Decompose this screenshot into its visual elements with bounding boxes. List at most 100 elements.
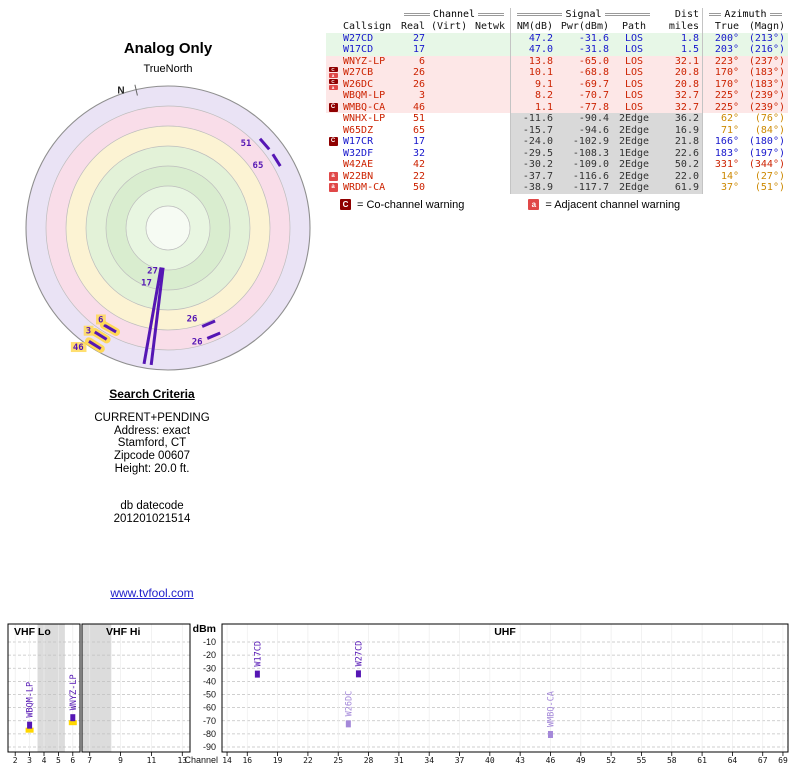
table-row: a WRDM-CA 50 -38.9 -117.7 2Edge 61.9 37° (51°)	[326, 182, 788, 194]
dbm-tick-label: -10	[203, 637, 216, 647]
cell-true: 37°	[702, 182, 742, 194]
tvfool-link[interactable]: www.tvfool.com	[110, 586, 194, 600]
col-header-nm: NM(dB)	[510, 21, 556, 33]
channel-tick-label: 2	[13, 756, 18, 765]
cell-callsign: WBQM-LP	[343, 90, 386, 101]
band-bar	[547, 730, 553, 738]
table-row: C WMBQ-CA 46 1.1 -77.8 LOS 32.7 225° (239°)	[326, 101, 788, 113]
radar-station-tick	[93, 330, 108, 341]
datecode-label: db datecode	[120, 499, 184, 512]
cell-magn: (183°)	[748, 67, 785, 78]
cell-miles: 32.7	[674, 90, 699, 101]
channel-tick-label: 37	[455, 756, 465, 765]
cell-miles: 22.6	[656, 147, 702, 159]
cell-pwr: -102.9	[556, 136, 612, 148]
cell-magn: (51°)	[754, 182, 785, 193]
search-criteria: Search Criteria CURRENT+PENDING Address:…	[57, 388, 247, 525]
channel-tick-label: 52	[606, 756, 616, 765]
channel-tick-label: 3	[27, 756, 32, 765]
cell-callsign: WNHX-LP	[343, 113, 386, 124]
cell-pwr: -116.6	[556, 170, 612, 182]
cell-magn: (213°)	[748, 32, 785, 44]
channel-tick-label: 5	[56, 756, 61, 765]
co-channel-badge-icon: C	[328, 67, 338, 73]
co-channel-legend-text: = Co-channel warning	[357, 198, 465, 211]
cell-pwr: -65.0	[578, 55, 609, 67]
legend: C = Co-channel warning a = Adjacent chan…	[340, 199, 788, 211]
cell-pwr: -117.7	[556, 182, 612, 194]
cell-true: 225°	[702, 101, 742, 113]
cell-pwr: -31.6	[578, 32, 609, 44]
table-group-header-row: Channel Signal Dist Azimuth	[326, 8, 788, 21]
band-bar-label: W26DC	[344, 691, 354, 717]
cell-path: LOS	[624, 90, 644, 101]
adjacent-channel-badge-icon: a	[528, 199, 540, 210]
table-row: W42AE 42 -30.2 -109.0 2Edge 50.2 331° (344°)	[326, 159, 788, 171]
table-row: W17CD 17 47.0 -31.8 LOS 1.5 203° (216°)	[326, 44, 788, 56]
table-row: W27CD 27 47.2 -31.6 LOS 1.8 200° (213°)	[326, 32, 788, 44]
unused-band	[82, 624, 112, 752]
col-header-magn: (Magn)	[748, 21, 785, 32]
channel-tick-label: 16	[242, 756, 252, 765]
cell-nm: -37.7	[510, 170, 556, 182]
col-header-virt: (Virt)	[431, 21, 468, 32]
cell-path: LOS	[624, 44, 644, 55]
col-header-path: Path	[621, 21, 647, 32]
dbm-tick-label: -40	[203, 676, 216, 686]
group-azimuth: Azimuth	[702, 8, 788, 21]
band-bar-label: W27CD	[354, 641, 364, 667]
cell-true: 331°	[702, 159, 742, 171]
group-signal: Signal	[510, 8, 656, 21]
group-dist: Dist	[674, 9, 699, 20]
radar-label-highlight	[96, 314, 106, 325]
cell-true: 71°	[702, 124, 742, 136]
cell-miles: 20.8	[674, 78, 699, 90]
cell-path: 2Edge	[612, 124, 656, 136]
search-criteria-title: Search Criteria	[109, 387, 195, 401]
cell-real: 6	[418, 55, 425, 67]
col-header-true: True	[702, 21, 742, 33]
search-line: Stamford, CT	[117, 437, 187, 450]
dbm-tick-label: -90	[203, 742, 216, 752]
cell-path: LOS	[624, 32, 644, 44]
band-panel-label: VHF Hi	[106, 626, 141, 638]
cell-real: 17	[412, 136, 425, 147]
cell-miles: 21.8	[656, 136, 702, 148]
cell-pwr: -68.8	[578, 67, 609, 78]
adjacent-channel-badge-icon: a	[328, 183, 338, 193]
cell-real: 22	[412, 170, 425, 182]
cell-miles: 32.7	[674, 101, 699, 113]
cell-callsign: WNYZ-LP	[343, 55, 386, 67]
band-bar	[70, 714, 76, 722]
adjacent-channel-badge-icon: a	[328, 73, 338, 79]
band-bar-label: W17CD	[253, 641, 263, 667]
cell-magn: (27°)	[754, 170, 785, 182]
cell-pwr: -31.8	[578, 44, 609, 55]
cell-magn: (344°)	[748, 159, 785, 170]
cell-path: LOS	[624, 67, 644, 78]
signal-table: Channel Signal Dist Azimuth Callsign Rea…	[326, 8, 788, 211]
cell-real: 50	[412, 182, 425, 193]
cell-nm: 9.1	[510, 78, 556, 90]
cell-path: 2Edge	[612, 182, 656, 194]
dbm-tick-label: -30	[203, 663, 216, 673]
warning-badges: a	[326, 183, 340, 193]
channel-tick-label: 31	[394, 756, 404, 765]
cell-true: 203°	[702, 44, 742, 56]
col-header-miles: miles	[668, 21, 699, 32]
cell-nm: 8.2	[510, 90, 556, 102]
channel-tick-label: 43	[515, 756, 525, 765]
bar-highlight	[68, 720, 77, 726]
cell-pwr: -70.7	[578, 90, 609, 101]
cell-path: LOS	[624, 101, 644, 113]
channel-tick-label: 6	[70, 756, 75, 765]
cell-real: 27	[412, 32, 425, 44]
cell-miles: 50.2	[656, 159, 702, 171]
table-row: C W17CR 17 -24.0 -102.9 2Edge 21.8 166° (180°)	[326, 136, 788, 148]
col-header-netwk: Netwk	[474, 21, 506, 32]
band-panel-label: UHF	[494, 626, 516, 638]
channel-tick-label: 4	[42, 756, 47, 765]
cell-callsign: W27CD	[343, 32, 374, 44]
channel-tick-label: 13	[177, 756, 187, 765]
cell-path: 2Edge	[612, 159, 656, 171]
